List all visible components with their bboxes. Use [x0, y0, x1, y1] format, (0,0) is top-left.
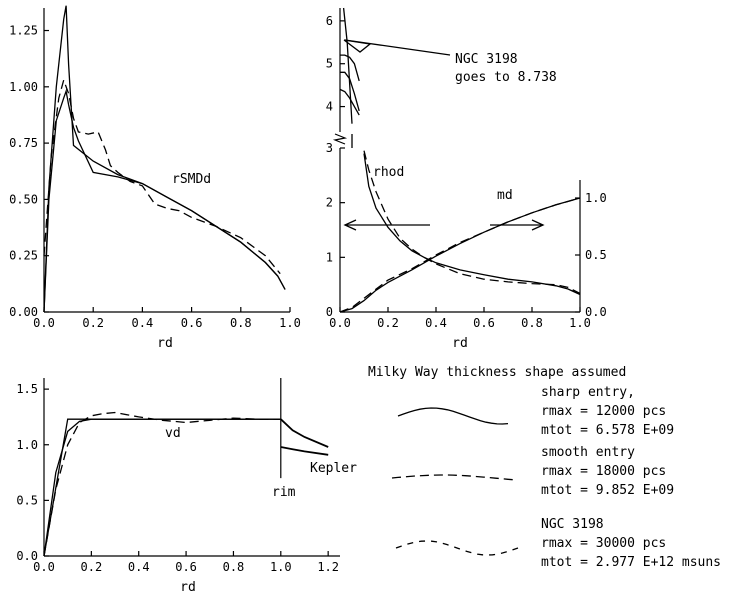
y-tick-label-left: 2	[326, 196, 333, 210]
series-label-md: md	[497, 188, 513, 203]
panel-rhod-md: 0.0 0.2 0.4 0.6 0.8 1.0 0 1 2 3 4 5 6 0.0 0.5 1.0 rd rhod…	[326, 7, 607, 351]
x-tick-label: 0.4	[132, 316, 154, 330]
arrow-md-head	[531, 219, 545, 231]
y-tick-label: 1.0	[16, 438, 38, 452]
x-tick-label: 0.8	[521, 316, 543, 330]
legend: Milky Way thickness shape assumed sharp …	[368, 365, 721, 570]
upper-series-line-1	[340, 54, 360, 82]
y-tick-label-right: 0.5	[585, 248, 607, 262]
annotation-arrowhead	[343, 39, 372, 53]
series-line-5	[280, 446, 329, 456]
x-tick-label: 0.8	[223, 560, 245, 574]
legend-line-3	[395, 540, 519, 556]
legend-entry-2-line-1: smooth entry	[541, 445, 635, 460]
x-tick-label: 1.2	[317, 560, 339, 574]
y-tick-label: 1.00	[9, 80, 38, 94]
annotation-line2: goes to 8.738	[455, 70, 557, 85]
x-tick-label: 1.0	[270, 560, 292, 574]
series-label-vd: vd	[165, 426, 181, 441]
y-tick-label-right: 1.0	[585, 191, 607, 205]
y-tick-label-left: 3	[326, 141, 333, 155]
legend-entry-3-line-2: rmax = 30000 pcs	[541, 536, 666, 551]
series-line-md-3	[339, 197, 581, 313]
legend-line-1	[397, 407, 509, 425]
x-axis-label: rd	[180, 580, 196, 594]
arrow-rhod-head	[343, 219, 357, 231]
series-line-2	[43, 418, 281, 557]
panel-rsmdd: 0.0 0.2 0.4 0.6 0.8 1.0 0.00 0.25 0.50 0.75 1.00 1.…	[9, 5, 301, 351]
x-tick-label: 0.4	[128, 560, 150, 574]
series-label-rsmdd: rSMDd	[172, 172, 211, 187]
y-tick-label: 0.5	[16, 493, 38, 507]
x-tick-label: 0.2	[81, 560, 103, 574]
panel-vd: 0.0 0.2 0.4 0.6 0.8 1.0 1.2 0.0 0.5 1.0 1.5 rd vd rim…	[16, 378, 357, 594]
x-tick-label: 0.4	[425, 316, 447, 330]
series-label-kepler: Kepler	[310, 461, 357, 476]
y-tick-label-left-upper: 4	[326, 100, 333, 114]
y-tick-label-left: 1	[326, 250, 333, 264]
y-tick-label: 0.0	[16, 549, 38, 563]
y-tick-label-right: 0.0	[585, 305, 607, 319]
series-label-rim: rim	[272, 485, 296, 500]
legend-entry-1-line-1: sharp entry,	[541, 385, 635, 400]
y-tick-label: 1.25	[9, 24, 38, 38]
legend-entry-2-line-2: rmax = 18000 pcs	[541, 464, 666, 479]
y-tick-label: 0.75	[9, 136, 38, 150]
legend-entry-3-line-3: mtot = 2.977 E+12 msuns	[541, 555, 721, 570]
series-line-4	[280, 418, 329, 448]
series-line-md-4	[339, 197, 581, 313]
y-tick-label: 0.50	[9, 192, 38, 206]
x-axis-label: rd	[452, 336, 468, 351]
x-tick-label: 0.0	[33, 560, 55, 574]
series-line-rhod-2	[363, 150, 581, 294]
series-line-3	[43, 77, 281, 275]
series-line-3	[43, 411, 281, 557]
y-tick-label: 0.25	[9, 249, 38, 263]
y-tick-label-left-upper: 6	[326, 14, 333, 28]
x-tick-label: 0.6	[175, 560, 197, 574]
series-line-2	[43, 88, 286, 313]
series-line-1	[43, 5, 286, 313]
legend-entry-1-line-3: mtot = 6.578 E+09	[541, 423, 674, 438]
legend-entry-1-line-2: rmax = 12000 pcs	[541, 404, 666, 419]
x-tick-label: 0.8	[230, 316, 252, 330]
legend-entry-3-line-1: NGC 3198	[541, 517, 604, 532]
y-tick-label-left: 0	[326, 305, 333, 319]
legend-title: Milky Way thickness shape assumed	[368, 365, 626, 380]
series-line-1	[43, 418, 281, 557]
y-tick-label: 0.00	[9, 305, 38, 319]
x-tick-label: 0.6	[473, 316, 495, 330]
x-tick-label: 1.0	[279, 316, 301, 330]
x-tick-label: 0.2	[377, 316, 399, 330]
series-label-rhod: rhod	[373, 165, 404, 180]
x-tick-label: 0.2	[82, 316, 104, 330]
x-tick-label: 0.6	[181, 316, 203, 330]
y-tick-label-left-upper: 5	[326, 57, 333, 71]
x-axis-label: rd	[157, 336, 173, 351]
axis-break-mark	[332, 133, 348, 145]
x-tick-label: 0.0	[33, 316, 55, 330]
x-tick-label: 1.0	[569, 316, 591, 330]
y-tick-label: 1.5	[16, 382, 38, 396]
legend-line-2	[391, 474, 515, 481]
upper-series-line-3	[339, 88, 360, 116]
x-tick-label: 0.0	[329, 316, 351, 330]
annotation-line1: NGC 3198	[455, 52, 518, 67]
legend-entry-2-line-3: mtot = 9.852 E+09	[541, 483, 674, 498]
